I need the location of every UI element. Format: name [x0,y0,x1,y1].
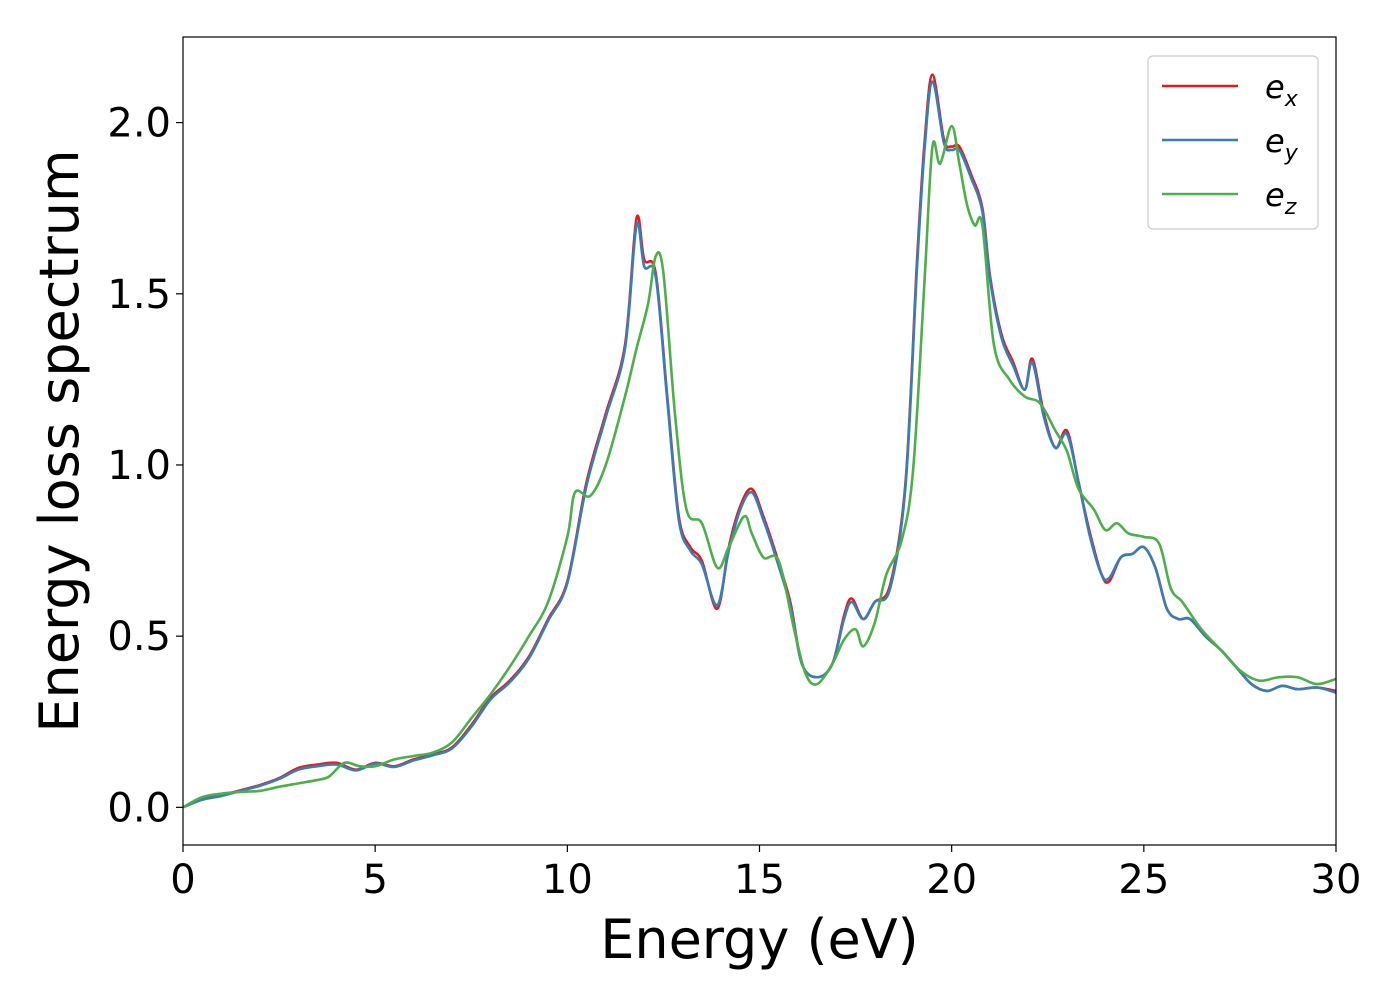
y-tick-label: 0.0 [107,785,171,831]
x-axis-ticks: 0 5 10 15 20 25 30 [170,845,1361,903]
y-tick-label: 0.5 [107,614,171,660]
series-layer [183,73,1336,809]
y-axis-label: Energy loss spectrum [28,149,91,732]
legend: ex ey ez [1147,55,1319,230]
x-tick-label: 10 [542,857,593,903]
y-tick-label: 1.0 [107,443,171,489]
legend-label-z: ez [1265,176,1297,220]
legend-frame [1147,55,1319,230]
x-tick-label: 0 [170,857,195,903]
x-tick-label: 25 [1118,857,1169,903]
y-tick-label: 2.0 [107,101,171,147]
x-axis-label: Energy (eV) [600,908,919,971]
series-line-y [183,80,1336,809]
y-axis-ticks: 0.0 0.5 1.0 1.5 2.0 [107,101,183,831]
x-tick-label: 20 [926,857,977,903]
legend-label-x: ex [1265,68,1299,112]
y-tick-label: 1.5 [107,272,171,318]
legend-label-y: ey [1265,122,1299,166]
series-line-z [183,124,1336,809]
x-tick-label: 30 [1311,857,1362,903]
x-tick-label: 5 [362,857,387,903]
x-tick-label: 15 [734,857,785,903]
